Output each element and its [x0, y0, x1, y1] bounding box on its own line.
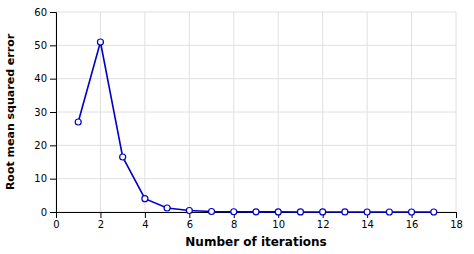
- tick-mark: [50, 145, 56, 146]
- tick-label: 6: [187, 219, 193, 230]
- grid-line: [56, 78, 456, 79]
- x-axis-title: Number of iterations: [185, 235, 326, 249]
- point: [209, 209, 215, 215]
- tick-label: 10: [272, 219, 285, 230]
- y-axis: 0 10 20 30 40 50 60: [34, 7, 56, 218]
- grid-line: [56, 12, 456, 13]
- series: [75, 39, 437, 215]
- tick-label: 0: [53, 219, 59, 230]
- tick-label: 12: [317, 219, 330, 230]
- tick-label: 8: [231, 219, 237, 230]
- tick-label: 2: [98, 219, 104, 230]
- tick: 4: [142, 212, 148, 230]
- tick: 50: [34, 40, 56, 51]
- tick-mark: [50, 212, 56, 213]
- point: [164, 205, 170, 211]
- tick-mark: [145, 212, 146, 218]
- tick-mark: [50, 12, 56, 13]
- grid-line: [56, 45, 456, 46]
- point: [75, 119, 81, 125]
- tick-label: 30: [34, 107, 47, 118]
- axis-line: [50, 13, 57, 213]
- chart: 0 2 4 6 8 10 12 14 16 18 0 10 20 30 40 50 60 Number of it…: [0, 0, 474, 254]
- point: [342, 209, 348, 215]
- grid-line: [56, 145, 456, 146]
- tick-label: 60: [34, 7, 47, 18]
- point: [253, 209, 259, 215]
- point: [231, 209, 237, 215]
- tick-mark: [50, 112, 56, 113]
- point: [409, 209, 415, 215]
- point: [431, 209, 437, 215]
- tick-label: 10: [34, 173, 47, 184]
- point: [186, 208, 192, 214]
- tick: 2: [98, 212, 104, 230]
- tick: 0: [41, 207, 56, 218]
- tick: 20: [34, 140, 56, 151]
- point: [97, 39, 103, 45]
- tick-mark: [50, 179, 56, 180]
- point: [275, 209, 281, 215]
- tick-label: 4: [142, 219, 148, 230]
- tick-mark: [50, 79, 56, 80]
- tick-mark: [50, 45, 56, 46]
- point: [320, 209, 326, 215]
- tick: 30: [34, 107, 56, 118]
- tick-label: 20: [34, 140, 47, 151]
- tick-label: 40: [34, 73, 47, 84]
- tick-mark: [100, 212, 101, 218]
- line: [78, 42, 434, 212]
- tick: 10: [34, 173, 56, 184]
- tick-label: 18: [450, 219, 463, 230]
- plot: 0 2 4 6 8 10 12 14 16 18 0 10 20 30 40 50 60: [34, 7, 463, 230]
- point: [364, 209, 370, 215]
- tick: 60: [34, 7, 56, 18]
- point: [297, 209, 303, 215]
- point: [120, 154, 126, 160]
- grid: [56, 12, 456, 212]
- tick: 0: [53, 212, 59, 230]
- tick-label: 50: [34, 40, 47, 51]
- point: [142, 196, 148, 202]
- point: [386, 209, 392, 215]
- tick: 6: [187, 212, 193, 230]
- grid-line: [56, 178, 456, 179]
- tick-label: 14: [361, 219, 374, 230]
- tick-mark: [456, 212, 457, 218]
- y-axis-title: Root mean squared error: [4, 33, 17, 190]
- tick-label: 0: [41, 207, 47, 218]
- tick: 40: [34, 73, 56, 84]
- grid-line: [56, 112, 456, 113]
- tick: 18: [450, 212, 463, 230]
- tick-label: 16: [406, 219, 419, 230]
